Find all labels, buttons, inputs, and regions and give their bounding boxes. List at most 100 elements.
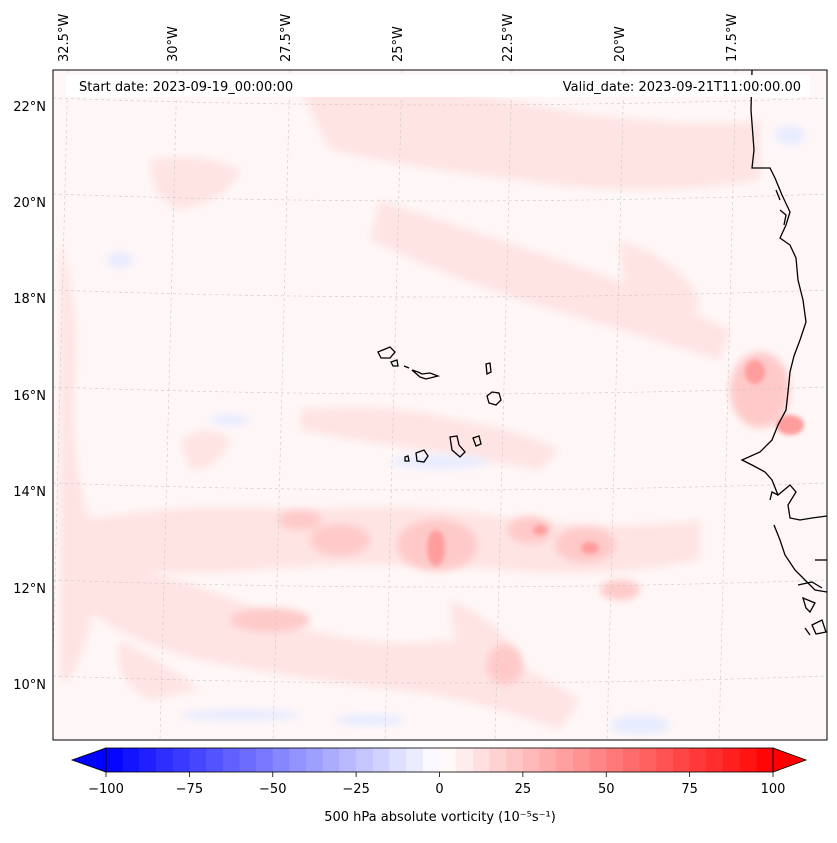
parallel-line (53, 193, 827, 202)
start-date-text: Start date: 2023-09-19_00:00:00 (79, 80, 293, 95)
colorbar-tick-label: −100 (88, 782, 124, 797)
colorbar-cell (389, 748, 407, 772)
latitude-label: 16°N (13, 389, 46, 404)
island-santo-antao (377, 346, 396, 359)
island-fogo (415, 449, 429, 463)
colorbar-cell (272, 748, 290, 772)
colorbar-cell (139, 748, 157, 772)
colorbar-cell (256, 748, 274, 772)
longitude-label: 17.5°W (725, 14, 740, 62)
colorbar-cell (289, 748, 307, 772)
meridian-line (384, 70, 403, 740)
colorbar-cell (622, 748, 640, 772)
colorbar-cell (606, 748, 624, 772)
longitude-label: 32.5°W (57, 14, 72, 62)
colorbar-cell (406, 748, 424, 772)
coastline (740, 70, 827, 636)
colorbar-cell (222, 748, 240, 772)
colorbar-cell (206, 748, 224, 772)
colorbar-cell (456, 748, 474, 772)
longitude-label: 25°W (391, 26, 406, 62)
colorbar-cell (339, 748, 357, 772)
island-sal (485, 362, 492, 376)
longitude-label: 30°W (166, 26, 181, 62)
vorticity-field (60, 87, 805, 735)
colorbar-cell (556, 748, 574, 772)
colorbar-cell (439, 748, 457, 772)
colorbar-tick-label: 50 (598, 782, 615, 797)
coast-islands-bissagos (801, 596, 827, 636)
colorbar-cell (739, 748, 757, 772)
colorbar: −100 −75 −50 −25 0 25 50 75 100 500 hPa absolute… (70, 747, 808, 825)
longitude-label: 22.5°W (501, 14, 516, 62)
colorbar-cell (372, 748, 390, 772)
colorbar-cell (689, 748, 707, 772)
latitude-label: 20°N (13, 196, 46, 211)
island-santa-luzia (403, 365, 410, 369)
date-banner (66, 75, 810, 97)
latitude-label: 22°N (13, 100, 46, 115)
colorbar-tick-label: 0 (435, 782, 443, 797)
island-santiago (449, 435, 466, 458)
island-sao-vicente (390, 359, 399, 367)
latitude-labels: 22°N 20°N 18°N 16°N 14°N 12°N 10°N (13, 100, 46, 693)
parallel-line (53, 386, 827, 395)
meridian-line (606, 70, 625, 740)
colorbar-cell (172, 748, 190, 772)
colorbar-cell (639, 748, 657, 772)
latitude-label: 18°N (13, 292, 46, 307)
colorbar-cell (156, 748, 174, 772)
coast-inlet-small (797, 581, 823, 589)
colorbar-tick-label: 75 (681, 782, 698, 797)
colorbar-tick-label: −50 (259, 782, 286, 797)
meridian-line (53, 70, 69, 674)
colorbar-cell (106, 748, 124, 772)
colorbar-cell (706, 748, 724, 772)
island-boa-vista (486, 391, 502, 406)
graticule (53, 70, 827, 740)
parallel-line (53, 482, 827, 491)
island-sao-nicolau (411, 369, 441, 380)
parallel-line (53, 289, 827, 298)
colorbar-cell (722, 748, 741, 772)
vorticity-positive-strong (427, 360, 804, 566)
colorbar-extend-high (772, 747, 808, 773)
island-maio (472, 435, 482, 447)
longitude-label: 27.5°W (279, 14, 294, 62)
colorbar-cell (239, 748, 257, 772)
africa-coastline-south (773, 524, 827, 593)
colorbar-cell (572, 748, 590, 772)
colorbar-tick-label: 25 (515, 782, 532, 797)
colorbar-cell (506, 748, 524, 772)
latitude-label: 12°N (13, 582, 46, 597)
latitude-label: 14°N (13, 485, 46, 500)
colorbar-cells (106, 748, 774, 772)
parallel-line (53, 579, 827, 588)
colorbar-cell (356, 748, 374, 772)
cape-verde-islands (377, 346, 502, 463)
colorbar-ticks: −100 −75 −50 −25 0 25 50 75 100 (88, 772, 785, 797)
colorbar-tick-label: 100 (761, 782, 786, 797)
meridian-line (494, 70, 513, 740)
island-brava (404, 455, 410, 462)
parallel-line (53, 675, 827, 684)
colorbar-cell (489, 748, 507, 772)
valid-date-text: Valid_date: 2023-09-21T11:00:00.00 (563, 80, 801, 95)
colorbar-cell (656, 748, 674, 772)
meridian-line (159, 70, 178, 740)
latitude-label: 10°N (13, 678, 46, 693)
colorbar-cell (672, 748, 691, 772)
colorbar-extend-low (70, 747, 107, 773)
colorbar-cell (189, 748, 207, 772)
colorbar-tick-label: −25 (342, 782, 369, 797)
meridian-line (272, 70, 291, 740)
colorbar-cell (306, 748, 324, 772)
colorbar-cell (322, 748, 340, 772)
longitude-label: 20°W (613, 26, 628, 62)
meridian-line (718, 70, 737, 740)
colorbar-cell (472, 748, 490, 772)
colorbar-cell (122, 748, 140, 772)
colorbar-cell (589, 748, 607, 772)
